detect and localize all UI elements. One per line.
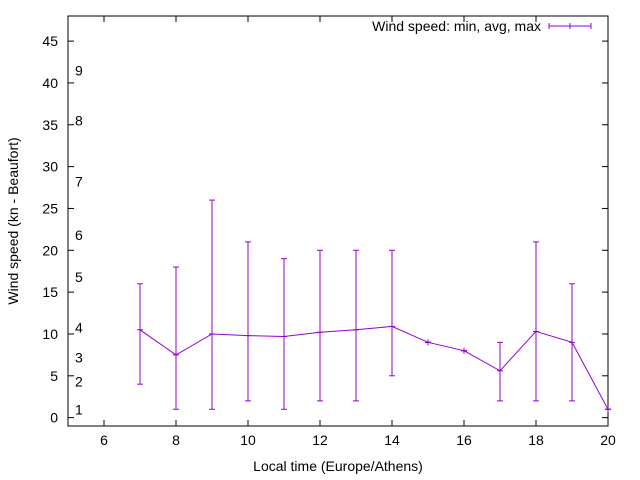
y-tick-label: 10 [42, 326, 58, 342]
y-tick-label: 45 [42, 33, 58, 49]
data-point [209, 199, 215, 410]
x-tick-label: 18 [528, 432, 544, 448]
data-point [389, 249, 395, 377]
x-tick-label: 12 [312, 432, 328, 448]
x-tick-label: 14 [384, 432, 400, 448]
data-point [173, 266, 179, 410]
x-axis-label: Local time (Europe/Athens) [253, 458, 423, 474]
data-point [317, 249, 323, 402]
data-point [569, 283, 575, 402]
beaufort-label: 3 [75, 349, 83, 365]
legend: Wind speed: min, avg, max [372, 18, 592, 34]
y-tick-label: 5 [50, 368, 58, 384]
y-tick-label: 15 [42, 284, 58, 300]
data-point [605, 406, 611, 413]
y-tick-label: 30 [42, 159, 58, 175]
x-tick-label: 16 [456, 432, 472, 448]
beaufort-label: 4 [75, 319, 83, 335]
y-tick-label: 25 [42, 200, 58, 216]
beaufort-label: 5 [75, 269, 83, 285]
data-point [353, 249, 359, 402]
beaufort-label: 9 [75, 62, 83, 78]
data-point [461, 347, 467, 354]
x-tick-label: 20 [600, 432, 616, 448]
data-point [533, 241, 539, 402]
beaufort-label: 2 [75, 374, 83, 390]
beaufort-label: 1 [75, 401, 83, 417]
legend-sample [548, 23, 592, 29]
y-tick-label: 0 [50, 410, 58, 426]
x-tick-label: 6 [100, 432, 108, 448]
y-tick-label: 20 [42, 242, 58, 258]
y-tick-label: 35 [42, 117, 58, 133]
beaufort-label: 6 [75, 227, 83, 243]
beaufort-label: 7 [75, 174, 83, 190]
x-axis: 6 8 10 12 14 16 18 20 [100, 16, 616, 448]
data-point [425, 339, 431, 346]
avg-line [139, 325, 609, 410]
x-tick-label: 8 [172, 432, 180, 448]
wind-speed-series [137, 199, 611, 413]
y-tick-label: 40 [42, 75, 58, 91]
beaufort-scale: 1 2 3 4 5 6 7 8 9 [75, 62, 83, 417]
legend-label: Wind speed: min, avg, max [372, 18, 541, 34]
data-point [281, 258, 287, 410]
data-point [497, 341, 503, 402]
x-tick-label: 10 [240, 432, 256, 448]
plot-frame [67, 15, 609, 427]
data-point [245, 241, 251, 402]
beaufort-label: 8 [75, 113, 83, 129]
data-point [137, 283, 143, 385]
y-axis-label: Wind speed (kn - Beaufort) [5, 137, 21, 304]
